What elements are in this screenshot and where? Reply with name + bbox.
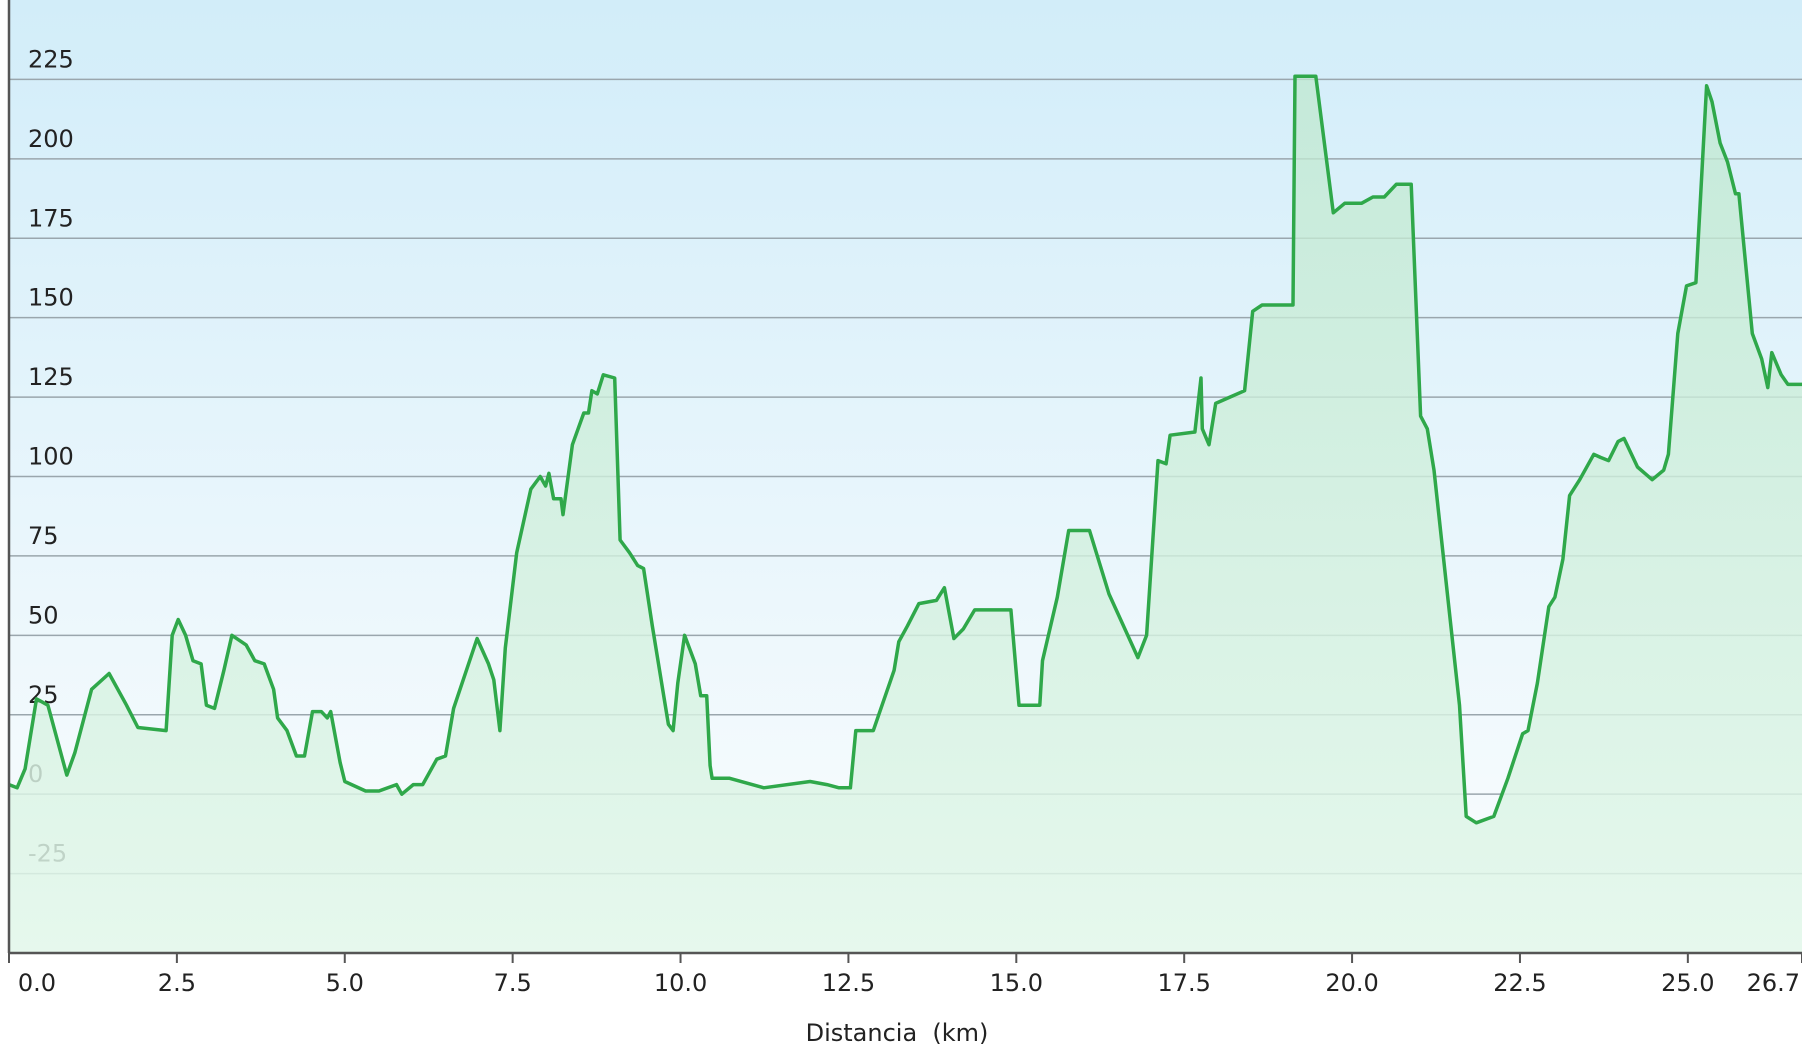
y-tick-label: 100 — [28, 443, 74, 471]
y-tick-label: 50 — [28, 601, 59, 629]
x-axis-title: Distancia (km) — [806, 1019, 989, 1047]
x-tick-label: 22.5 — [1493, 969, 1546, 997]
y-tick-label: 175 — [28, 204, 74, 232]
y-tick-label: 75 — [28, 522, 59, 550]
x-tick-label: 10.0 — [654, 969, 707, 997]
x-tick-label: 2.5 — [158, 969, 196, 997]
x-tick-label: 20.0 — [1325, 969, 1378, 997]
area — [9, 76, 1802, 953]
x-tick-label: 26.7 — [1747, 969, 1800, 997]
x-tick-label: 17.5 — [1157, 969, 1210, 997]
x-tick-label: 25.0 — [1661, 969, 1714, 997]
x-tick-label: 7.5 — [494, 969, 532, 997]
y-tick-label: 200 — [28, 125, 74, 153]
line — [8, 74, 1802, 825]
y-tick-label: 225 — [28, 45, 74, 73]
x-tick-label: 15.0 — [990, 969, 1043, 997]
x-tick-label: 12.5 — [822, 969, 875, 997]
y-tick-label: 125 — [28, 363, 74, 391]
x-tick-label: 5.0 — [326, 969, 364, 997]
y-tick-label: 150 — [28, 284, 74, 312]
x-tick-label: 0.0 — [18, 969, 56, 997]
